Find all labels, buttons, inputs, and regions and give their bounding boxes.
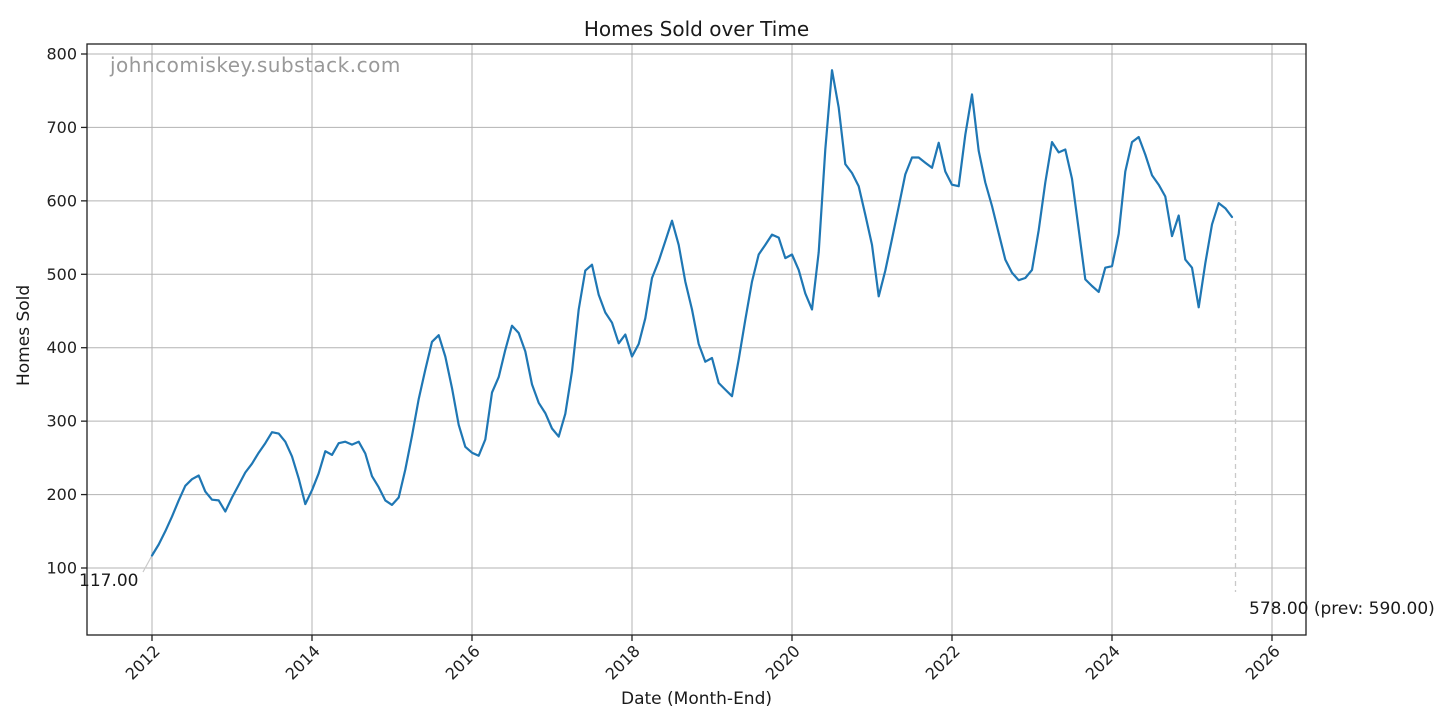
y-tick-label: 400	[46, 338, 77, 357]
chart-title: Homes Sold over Time	[583, 17, 810, 41]
last-value-annotation: 578.00 (prev: 590.00)	[1249, 599, 1435, 619]
first-value-annotation: 117.00	[79, 571, 139, 591]
homes-sold-line-series	[150, 69, 1234, 557]
y-tick-label: 100	[46, 559, 77, 578]
x-axis-label: Date (Month-End)	[620, 689, 773, 709]
y-tick-label: 600	[46, 191, 77, 210]
y-tick-label: 700	[46, 118, 77, 137]
first-point-leader-line	[142, 555, 153, 573]
tick-marks	[81, 53, 1273, 641]
watermark-text: johncomiskey.substack.com	[110, 53, 401, 77]
y-tick-label: 200	[46, 485, 77, 504]
y-axis-label: Homes Sold	[14, 284, 34, 386]
y-tick-label: 800	[46, 45, 77, 64]
y-tick-label: 500	[46, 265, 77, 284]
axes-spines	[86, 43, 1307, 636]
y-tick-label: 300	[46, 412, 77, 431]
